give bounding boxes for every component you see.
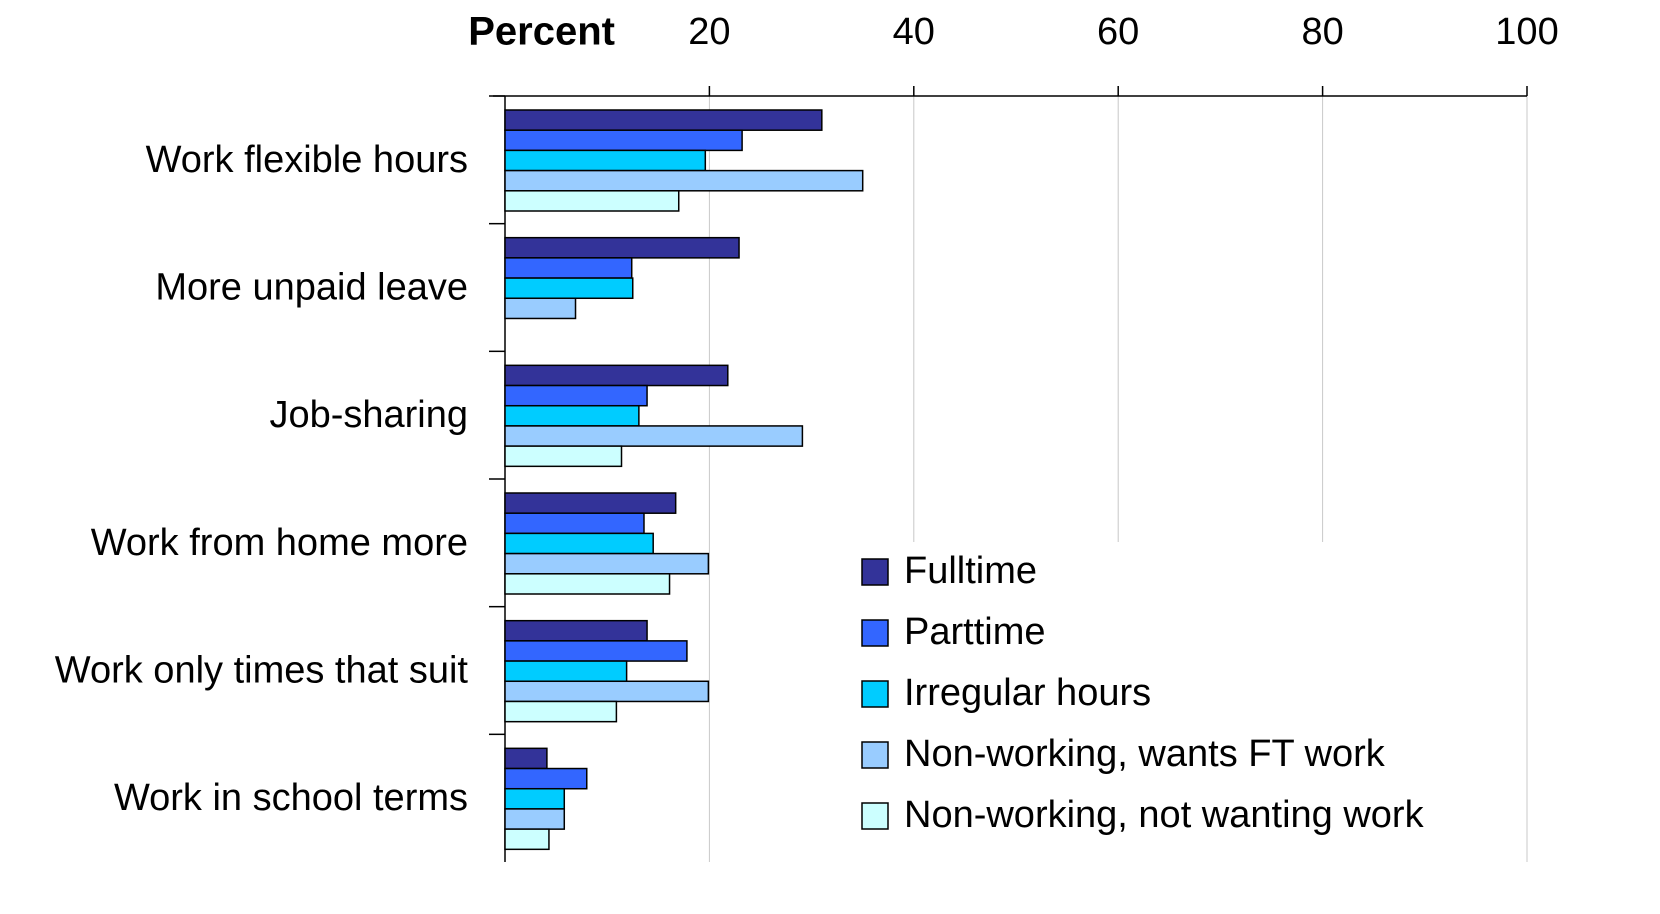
bar xyxy=(504,767,588,790)
bar xyxy=(504,660,628,683)
bar xyxy=(504,573,671,595)
bar xyxy=(504,747,548,770)
bar xyxy=(504,169,864,192)
legend-label: Non-working, wants FT work xyxy=(904,733,1386,775)
bar xyxy=(504,149,707,172)
x-tick-label: 100 xyxy=(1495,11,1558,53)
bar xyxy=(504,190,680,212)
bar xyxy=(504,619,648,642)
bar xyxy=(504,828,550,851)
legend-swatch xyxy=(861,802,889,830)
x-tick-label: 20 xyxy=(688,11,730,53)
y-tick-label: Work flexible hours xyxy=(146,139,468,181)
x-tick-label: 40 xyxy=(893,11,935,53)
bar xyxy=(504,109,823,131)
bar xyxy=(504,552,710,575)
legend-swatch xyxy=(861,558,889,586)
legend-label: Parttime xyxy=(904,611,1045,653)
y-tick-label: More unpaid leave xyxy=(155,267,468,309)
bar xyxy=(504,236,740,259)
legend-label: Fulltime xyxy=(904,550,1037,592)
legend: Fulltime Parttime Irregular hours Non-worki… xyxy=(852,542,1472,867)
bar xyxy=(504,700,618,723)
legend-swatch xyxy=(861,619,889,647)
x-tick-label: 60 xyxy=(1097,11,1139,53)
bar xyxy=(504,425,804,447)
bar xyxy=(504,257,633,279)
bar xyxy=(504,384,648,407)
bar xyxy=(504,445,623,468)
x-tick-label: 80 xyxy=(1301,11,1343,53)
bar xyxy=(504,297,577,320)
bar xyxy=(504,808,566,830)
x-axis-label: Percent xyxy=(468,10,615,54)
bar xyxy=(504,532,654,555)
bar xyxy=(504,277,634,300)
legend-box xyxy=(852,542,1472,867)
bar xyxy=(504,364,729,387)
y-tick-label: Work only times that suit xyxy=(55,650,469,692)
y-tick-label: Work in school terms xyxy=(114,777,468,819)
y-tick-label: Work from home more xyxy=(91,522,468,564)
legend-swatch xyxy=(861,741,889,769)
y-tick-label: Job-sharing xyxy=(269,394,468,436)
bar xyxy=(504,680,710,703)
bar xyxy=(504,404,640,427)
legend-label: Irregular hours xyxy=(904,672,1151,714)
bar xyxy=(504,640,688,662)
bar xyxy=(504,787,566,810)
bar xyxy=(504,129,743,152)
bar xyxy=(504,492,677,514)
bar xyxy=(504,512,645,535)
legend-label: Non-working, not wanting work xyxy=(904,794,1425,836)
legend-swatch xyxy=(861,680,889,708)
